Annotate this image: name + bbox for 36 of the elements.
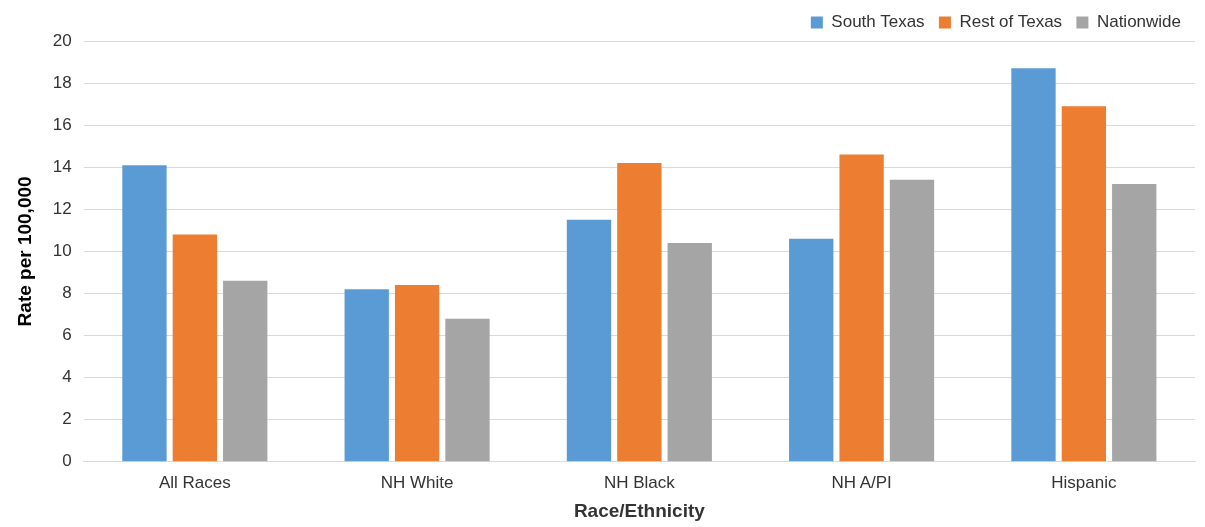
y-tick-label: 4 [62, 367, 72, 387]
bar [566, 219, 612, 462]
y-tick-label: 2 [62, 409, 72, 429]
bar [394, 285, 440, 462]
bar [1061, 106, 1107, 462]
x-tick-label: All Races [158, 472, 231, 492]
y-axis-title: Rate per 100,000 [13, 176, 35, 327]
bar [1011, 68, 1056, 462]
bar [889, 179, 935, 462]
bar [344, 289, 389, 462]
bar [1112, 184, 1157, 462]
bar [667, 242, 712, 462]
y-tick-label: 8 [62, 283, 72, 303]
x-tick-label: NH White [380, 472, 454, 492]
y-tick-label: 0 [62, 451, 72, 471]
x-axis-title: Race/Ethnicity [573, 499, 706, 521]
y-tick-label: 12 [52, 199, 72, 219]
legend-label: South Texas [831, 12, 925, 32]
y-tick-label: 20 [52, 30, 72, 50]
bar [172, 234, 218, 462]
x-tick-label: Hispanic [1051, 472, 1117, 492]
bar [839, 154, 884, 462]
legend-label: Rest of Texas [959, 12, 1063, 32]
y-tick-label: 18 [52, 72, 72, 92]
bar [445, 318, 490, 462]
x-tick-label: NH Black [603, 472, 676, 492]
y-tick-label: 6 [62, 325, 72, 345]
bar [789, 238, 834, 462]
x-tick-label: NH A/PI [831, 472, 892, 492]
y-tick-label: 14 [52, 156, 72, 176]
bar [617, 163, 662, 462]
bar [223, 280, 268, 462]
y-tick-label: 10 [52, 241, 72, 261]
bar [122, 165, 167, 462]
y-tick-label: 16 [52, 114, 72, 134]
legend-label: Nationwide [1096, 12, 1182, 32]
